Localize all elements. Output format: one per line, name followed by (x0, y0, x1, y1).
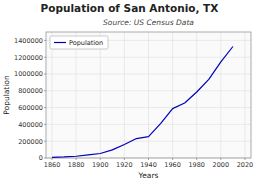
grid-line (172, 32, 173, 158)
tick-label: 1000000 (14, 70, 43, 78)
tick-label: 1200000 (14, 54, 43, 62)
x-axis-label: Years (138, 171, 159, 180)
grid-line (76, 32, 77, 158)
legend-label: Population (69, 39, 103, 47)
series-group (52, 47, 233, 158)
plot-area (46, 32, 251, 158)
tick-label: 1860 (44, 161, 61, 169)
grid-line (52, 32, 53, 158)
grid-line (148, 32, 149, 158)
grid-line (124, 32, 125, 158)
tick-label: 1400000 (14, 37, 43, 45)
tick-label: 200000 (18, 138, 43, 146)
y-axis-label: Population (2, 75, 11, 115)
tick-label: 400000 (18, 121, 43, 129)
grid-line (196, 32, 197, 158)
line (52, 47, 233, 158)
tick-label: 1920 (116, 161, 133, 169)
tick-label: 800000 (18, 87, 43, 95)
tick-label: 1960 (164, 161, 181, 169)
title: Population of San Antonio, TX (41, 2, 219, 14)
tick-label: 2000 (213, 161, 230, 169)
tick-label: 0 (39, 154, 43, 162)
tick-label: 1980 (188, 161, 205, 169)
tick-label: 1900 (92, 161, 109, 169)
plot-frame (46, 32, 251, 158)
tick-label: 600000 (18, 104, 43, 112)
grid-line (244, 32, 245, 158)
grid-line (100, 32, 101, 158)
tick-label: 1940 (140, 161, 157, 169)
legend-box (50, 36, 108, 49)
legend-swatch (54, 42, 66, 43)
grid-line (220, 32, 221, 158)
legend: Population (50, 36, 108, 49)
tick-label: 1880 (68, 161, 85, 169)
tick-label: 2020 (237, 161, 254, 169)
chart: Population of San Antonio, TX Source: US … (0, 0, 259, 195)
subtitle: Source: US Census Data (103, 18, 194, 27)
